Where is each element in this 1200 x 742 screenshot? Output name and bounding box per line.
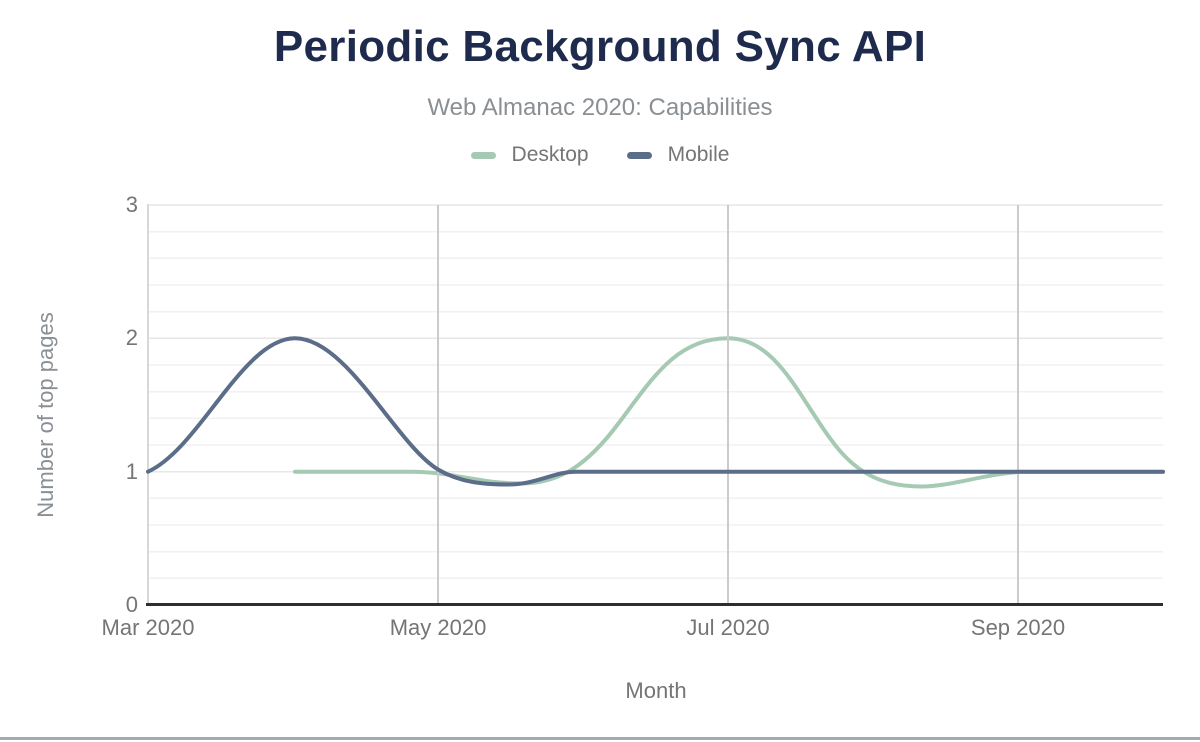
mobile-swatch-icon [626, 151, 652, 159]
bottom-edge-bar [0, 737, 1200, 740]
y-tick-1: 1 [125, 459, 138, 484]
y-tick-2: 2 [125, 325, 138, 350]
y-axis-title: Number of top pages [33, 312, 58, 518]
x-tick-jul-2020: Jul 2020 [686, 615, 770, 640]
legend-item-mobile[interactable]: Mobile [626, 143, 730, 167]
y-tick-0: 0 [125, 592, 138, 617]
desktop-swatch-icon [470, 151, 496, 159]
x-tick-sep-2020: Sep 2020 [970, 615, 1066, 640]
vertical-gridlines [437, 205, 1019, 603]
legend-item-desktop[interactable]: Desktop [470, 143, 589, 167]
minor-horizontal-gridlines [148, 230, 1163, 580]
x-axis-title: Month [625, 678, 687, 703]
chart-subtitle: Web Almanac 2020: Capabilities [427, 94, 773, 121]
legend: Desktop Mobile [0, 143, 1200, 167]
legend-label-mobile: Mobile [667, 143, 730, 166]
chart-title: Periodic Background Sync API [273, 22, 927, 71]
y-tick-3: 3 [125, 192, 138, 217]
x-tick-mar-2020: Mar 2020 [101, 615, 195, 640]
x-tick-may-2020: May 2020 [389, 615, 487, 640]
legend-label-desktop: Desktop [511, 143, 589, 166]
mobile-line[interactable] [146, 336, 1165, 487]
